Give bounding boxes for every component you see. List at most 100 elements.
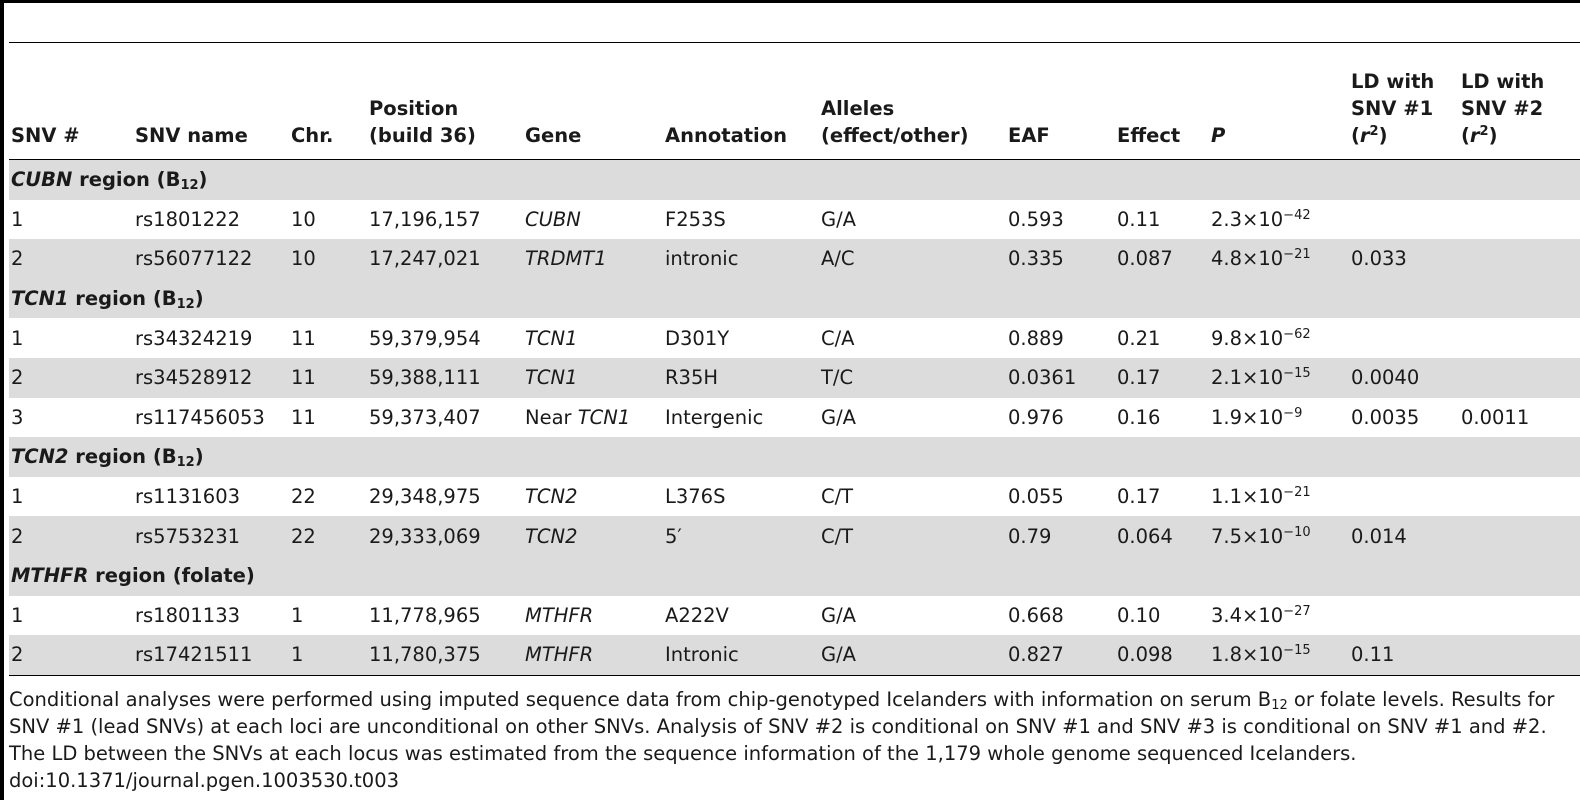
annotation-cell: intronic	[663, 239, 819, 279]
section-header-row: TCN2 region (B12)	[9, 437, 1580, 477]
header-snv-number: SNV #	[11, 124, 80, 147]
gene-cell: TRDMT1	[523, 239, 663, 279]
snv-name-cell: rs34324219	[135, 326, 253, 350]
snv-name-cell: rs1131603	[135, 485, 241, 509]
snv-number-cell: 2	[9, 357, 133, 398]
annotation-cell: A222V	[665, 603, 729, 627]
table-row: 2 rs17421511 1 11,780,375 MTHFR Intronic G/A 0.…	[9, 635, 1580, 676]
position-cell: 11,778,965	[369, 603, 481, 627]
p-value-cell: 7.5×10−10	[1209, 516, 1349, 556]
effect-cell: 0.10	[1117, 603, 1161, 627]
snv-number-cell: 1	[11, 326, 24, 350]
left-border-rule	[0, 0, 4, 800]
doi-text: doi:10.1371/journal.pgen.1003530.t003	[9, 769, 400, 792]
ld-snv2-cell: 0.0011	[1461, 405, 1530, 429]
alleles-cell: C/T	[821, 485, 854, 509]
gene-cell: Near TCN1	[525, 405, 631, 429]
snv-name-cell: rs17421511	[133, 635, 289, 676]
gene-cell: MTHFR	[523, 635, 663, 676]
ld-snv2-cell	[1459, 200, 1580, 240]
table-row: 1 rs1801222 10 17,196,157 CUBN F253S G/A 0.593 0…	[9, 200, 1580, 240]
table-row: 2 rs56077122 10 17,247,021 TRDMT1 intronic A/C…	[9, 239, 1580, 279]
effect-cell: 0.098	[1115, 635, 1209, 676]
ld-snv2-cell	[1459, 239, 1580, 279]
effect-cell: 0.17	[1117, 485, 1161, 509]
eaf-cell: 0.0361	[1006, 357, 1115, 398]
alleles-cell: G/A	[821, 603, 857, 627]
section-header-row: MTHFR region (folate)	[9, 555, 1580, 596]
ld-snv2-cell	[1459, 477, 1580, 517]
annotation-cell: Intronic	[663, 635, 819, 676]
section-header-row: CUBN region (B12)	[9, 159, 1580, 200]
chromosome-cell: 11	[289, 357, 367, 398]
effect-cell: 0.21	[1117, 326, 1161, 350]
header-row: SNV # SNV name Chr. Position (build 36) G…	[9, 42, 1580, 160]
effect-cell: 0.11	[1117, 207, 1161, 231]
ld-snv2-cell	[1459, 596, 1580, 636]
p-value-cell: 3.4×10−27	[1211, 603, 1311, 627]
ld-snv1-cell	[1349, 200, 1459, 240]
snv-number-cell: 2	[9, 516, 133, 556]
position-cell: 17,247,021	[367, 239, 523, 279]
table-row: 1 rs1801133 1 11,778,965 MTHFR A222V G/A 0.668 0…	[9, 596, 1580, 636]
snv-number-cell: 1	[11, 207, 24, 231]
chromosome-cell: 1	[289, 635, 367, 676]
top-border-rule	[0, 0, 1580, 3]
gene-cell: TCN2	[525, 485, 578, 509]
annotation-cell: R35H	[663, 357, 819, 398]
results-table: SNV # SNV name Chr. Position (build 36) G…	[9, 42, 1580, 676]
ld-snv1-cell	[1349, 318, 1459, 358]
snv-name-cell: rs5753231	[133, 516, 289, 556]
gene-cell: CUBN	[525, 207, 581, 231]
gene-cell: TCN2	[523, 516, 663, 556]
header-ld-snv2: LD with SNV #2 (r2)	[1461, 70, 1545, 147]
effect-cell: 0.064	[1115, 516, 1209, 556]
section-label: TCN2 region (B12)	[9, 437, 1580, 477]
snv-name-cell: rs1801133	[135, 603, 241, 627]
ld-snv1-cell: 0.0040	[1349, 357, 1459, 398]
alleles-cell: G/A	[819, 635, 1006, 676]
snv-number-cell: 1	[11, 485, 24, 509]
alleles-cell: C/T	[819, 516, 1006, 556]
header-position: Position (build 36)	[369, 97, 476, 147]
alleles-cell: C/A	[821, 326, 855, 350]
chromosome-cell: 10	[291, 207, 316, 231]
chromosome-cell: 1	[291, 603, 304, 627]
section-label: TCN1 region (B12)	[9, 278, 1580, 319]
header-alleles: Alleles (effect/other)	[821, 97, 969, 147]
gene-cell: TCN1	[525, 326, 578, 350]
snv-number-cell: 2	[9, 635, 133, 676]
position-cell: 17,196,157	[369, 207, 481, 231]
snv-name-cell: rs56077122	[133, 239, 289, 279]
position-cell: 59,373,407	[369, 405, 481, 429]
ld-snv1-cell	[1349, 477, 1459, 517]
chromosome-cell: 11	[291, 405, 316, 429]
table-body: CUBN region (B12) 1 rs1801222 10 17,196,157 C…	[9, 159, 1580, 676]
p-value-cell: 2.3×10−42	[1211, 207, 1311, 231]
chromosome-cell: 22	[291, 485, 316, 509]
annotation-cell: D301Y	[665, 326, 730, 350]
footnote-text: Conditional analyses were performed usin…	[9, 688, 1555, 765]
chromosome-cell: 11	[291, 326, 316, 350]
eaf-cell: 0.055	[1008, 485, 1064, 509]
table-row: 1 rs34324219 11 59,379,954 TCN1 D301Y C/A 0.889…	[9, 318, 1580, 358]
alleles-cell: G/A	[821, 405, 857, 429]
ld-snv2-cell	[1459, 516, 1580, 556]
chromosome-cell: 22	[289, 516, 367, 556]
p-value-cell: 4.8×10−21	[1209, 239, 1349, 279]
snv-number-cell: 3	[11, 405, 24, 429]
alleles-cell: A/C	[819, 239, 1006, 279]
effect-cell: 0.17	[1115, 357, 1209, 398]
section-header-row: TCN1 region (B12)	[9, 278, 1580, 319]
eaf-cell: 0.335	[1006, 239, 1115, 279]
section-label: CUBN region (B12)	[9, 159, 1580, 200]
header-gene: Gene	[525, 124, 582, 147]
annotation-cell: 5′	[663, 516, 819, 556]
p-value-cell: 2.1×10−15	[1209, 357, 1349, 398]
ld-snv2-cell	[1459, 357, 1580, 398]
position-cell: 59,379,954	[369, 326, 481, 350]
annotation-cell: Intergenic	[665, 405, 764, 429]
alleles-cell: G/A	[821, 207, 857, 231]
effect-cell: 0.087	[1115, 239, 1209, 279]
snv-number-cell: 2	[9, 239, 133, 279]
